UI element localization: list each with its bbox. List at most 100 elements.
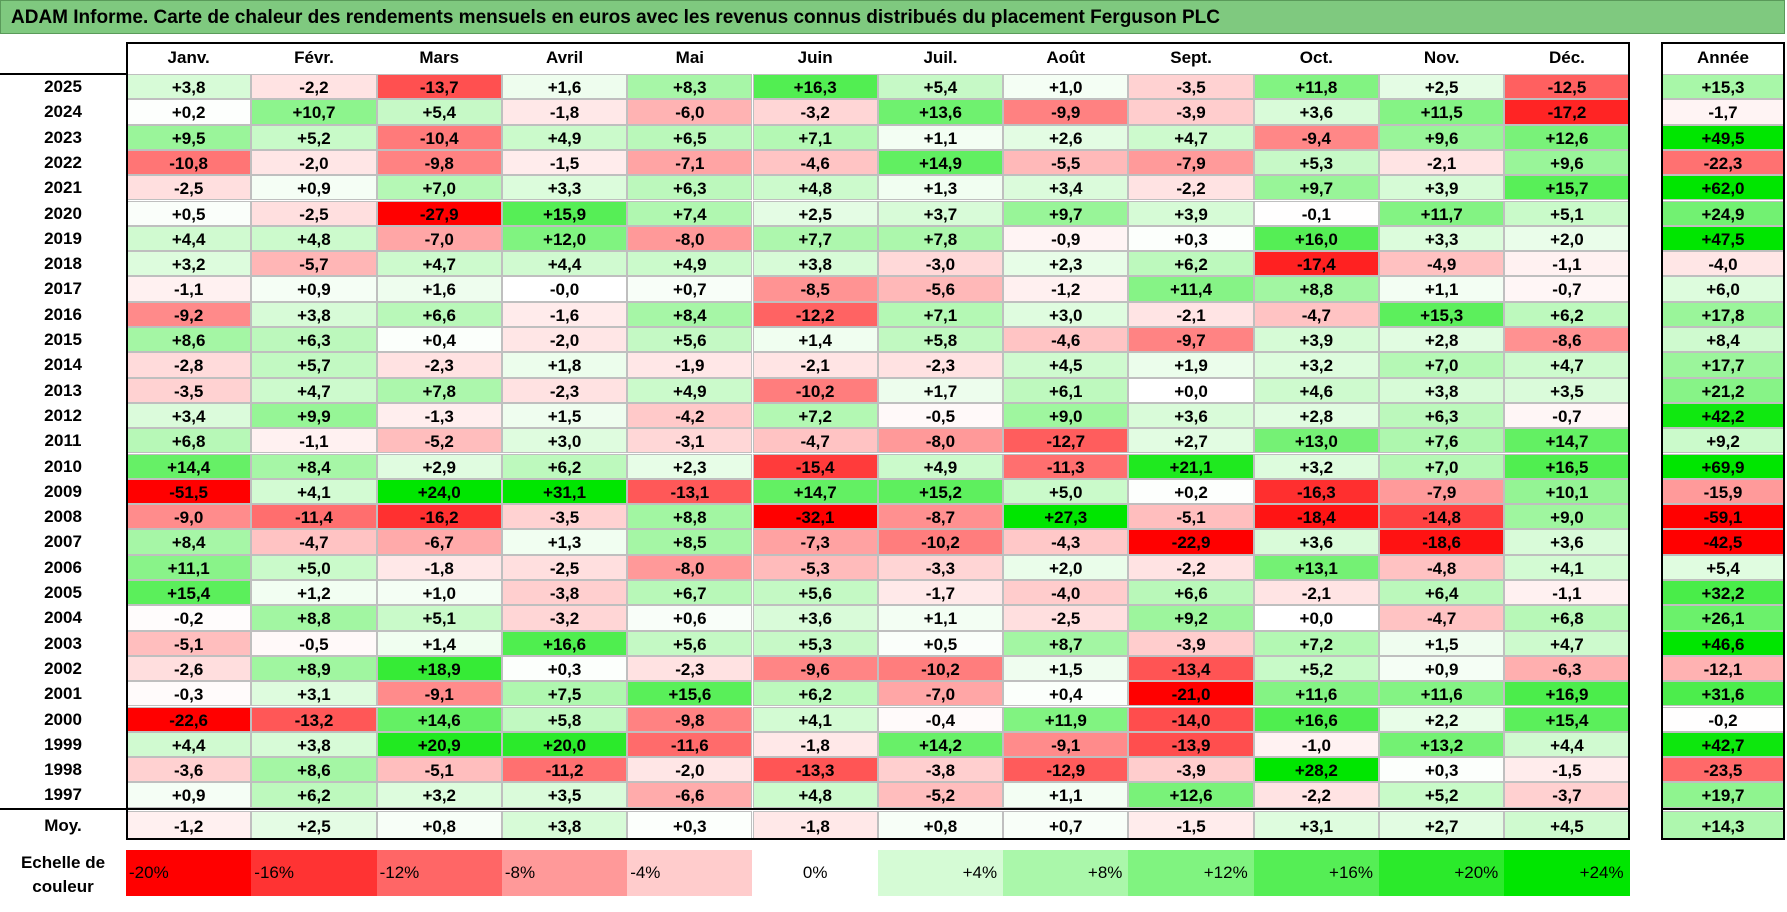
heatmap-cell: +0,0 — [1253, 605, 1379, 631]
avg-cell: +3,1 — [1253, 810, 1379, 840]
heatmap-cell: -8,0 — [627, 554, 753, 580]
heatmap-cell: +21,1 — [1128, 453, 1254, 479]
heatmap-cell: -12,9 — [1003, 757, 1129, 783]
row-year-label: 2008 — [44, 507, 82, 527]
heatmap-cell: +3,0 — [501, 428, 628, 454]
annual-cell: -12,1 — [1661, 655, 1785, 682]
heatmap-cell: -14,0 — [1128, 706, 1254, 732]
heatmap-cell: +15,6 — [627, 681, 753, 707]
heatmap-cell: +6,4 — [1379, 580, 1505, 606]
heatmap-cell: +3,8 — [251, 731, 377, 758]
heatmap-cell: +8,4 — [126, 529, 252, 555]
avg-cell: +0,7 — [1003, 810, 1129, 840]
heatmap-cell: -9,0 — [126, 504, 252, 530]
annual-cell: +6,0 — [1661, 276, 1785, 302]
heatmap-cell: +3,3 — [501, 175, 628, 201]
heatmap-cell: -1,2 — [1003, 276, 1129, 302]
heatmap-cell: -2,2 — [1128, 554, 1254, 580]
heatmap-cell: +0,0 — [1128, 377, 1254, 403]
heatmap-cell: +16,6 — [1253, 706, 1379, 732]
heatmap-cell: -4,0 — [1003, 580, 1129, 606]
annual-cell: +62,0 — [1661, 175, 1785, 201]
heatmap-cell: +4,7 — [1128, 124, 1254, 150]
heatmap-cell: +9,6 — [1379, 124, 1505, 150]
heatmap-cell: +6,2 — [1128, 251, 1254, 277]
heatmap-cell: +8,8 — [251, 605, 377, 631]
heatmap-cell: -0,3 — [126, 681, 252, 707]
heatmap-cell: +3,0 — [1003, 301, 1129, 327]
heatmap-cell: -22,6 — [126, 706, 252, 732]
heatmap-cell: -7,9 — [1379, 478, 1505, 505]
page-title: ADAM Informe. Carte de chaleur des rende… — [0, 0, 1785, 34]
annual-cell: -59,1 — [1661, 504, 1785, 530]
heatmap-cell: -5,2 — [877, 782, 1004, 808]
heatmap-cell: -17,2 — [1504, 99, 1630, 125]
heatmap-cell: +3,9 — [1128, 200, 1254, 226]
heatmap-cell: +3,4 — [126, 402, 252, 429]
heatmap-cell: +1,2 — [251, 580, 377, 606]
heatmap-cell: -13,4 — [1128, 655, 1254, 682]
heatmap-cell: +20,0 — [501, 731, 628, 758]
heatmap-cell: -2,3 — [501, 377, 628, 403]
heatmap-cell: +4,9 — [627, 377, 753, 403]
scale-swatch: -20% — [126, 849, 252, 896]
heatmap-cell: +9,9 — [251, 402, 377, 429]
scale-swatch: +4% — [877, 849, 1004, 896]
heatmap-cell: +2,8 — [1379, 327, 1505, 353]
month-header: Avril — [545, 48, 584, 67]
heatmap-cell: -8,0 — [627, 225, 753, 252]
heatmap-cell: -0,4 — [877, 706, 1004, 732]
heatmap-cell: +4,1 — [1504, 554, 1630, 580]
heatmap-cell: +8,4 — [251, 453, 377, 479]
heatmap-cell: -4,6 — [1003, 327, 1129, 353]
heatmap-cell: +4,1 — [251, 478, 377, 505]
heatmap-cell: -12,7 — [1003, 428, 1129, 454]
heatmap-cell: +1,0 — [1003, 74, 1129, 100]
heatmap-cell: +15,9 — [501, 200, 628, 226]
heatmap-cell: -5,1 — [1128, 504, 1254, 530]
heatmap-cell: +10,1 — [1504, 478, 1630, 505]
heatmap-cell: -2,8 — [126, 352, 252, 378]
heatmap-cell: -4,3 — [1003, 529, 1129, 555]
heatmap-cell: +6,3 — [627, 175, 753, 201]
heatmap-cell: -13,9 — [1128, 731, 1254, 758]
heatmap-cell: +15,3 — [1379, 301, 1505, 327]
heatmap-cell: +14,9 — [877, 149, 1004, 176]
heatmap-cell: +6,2 — [752, 681, 878, 707]
heatmap-cell: +16,5 — [1504, 453, 1630, 479]
avg-cell: +0,8 — [877, 810, 1004, 840]
heatmap-cell: -1,1 — [1504, 251, 1630, 277]
heatmap-cell: -13,3 — [752, 757, 878, 783]
heatmap-cell: -2,3 — [376, 352, 502, 378]
heatmap-cell: -15,4 — [752, 453, 878, 479]
annual-cell: +5,4 — [1661, 554, 1785, 580]
heatmap-cell: +5,0 — [251, 554, 377, 580]
heatmap-cell: +15,7 — [1504, 175, 1630, 201]
heatmap-cell: +5,4 — [877, 74, 1004, 100]
heatmap-cell: -2,3 — [877, 352, 1004, 378]
annual-cell: +46,6 — [1661, 630, 1785, 656]
row-year-label: 2002 — [44, 658, 82, 678]
heatmap-cell: -11,2 — [501, 757, 628, 783]
heatmap-cell: +14,2 — [877, 731, 1004, 758]
month-header: Mars — [419, 48, 460, 67]
heatmap-cell: -1,1 — [251, 428, 377, 454]
heatmap-cell: -10,4 — [376, 124, 502, 150]
heatmap-cell: -13,1 — [627, 478, 753, 505]
heatmap-cell: -3,3 — [877, 554, 1004, 580]
month-header: Déc. — [1548, 48, 1585, 67]
heatmap-cell: +2,8 — [1253, 402, 1379, 429]
heatmap-cell: +2,5 — [1379, 74, 1505, 100]
avg-label: Moy. — [44, 815, 82, 835]
heatmap-cell: +14,4 — [126, 453, 252, 479]
heatmap-cell: +4,5 — [1003, 352, 1129, 378]
heatmap-cell: +0,5 — [877, 630, 1004, 656]
heatmap-cell: -3,0 — [877, 251, 1004, 277]
heatmap-cell: -51,5 — [126, 478, 252, 505]
heatmap-cell: -11,6 — [627, 731, 753, 758]
heatmap-cell: +16,9 — [1504, 681, 1630, 707]
heatmap-cell: -1,8 — [501, 99, 628, 125]
heatmap-cell: +3,2 — [376, 782, 502, 808]
annual-cell: -1,7 — [1661, 99, 1785, 125]
heatmap-cell: -4,7 — [1379, 605, 1505, 631]
